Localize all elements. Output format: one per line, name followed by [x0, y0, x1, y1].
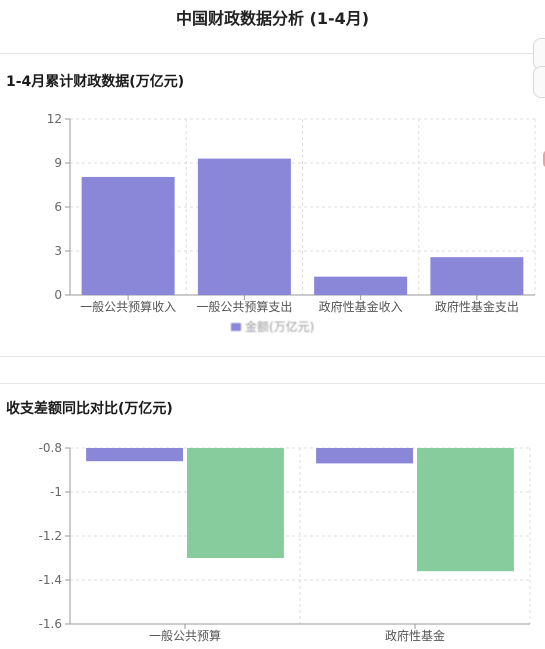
- chart2-bar: [187, 448, 284, 558]
- chart2-ytick-label: -1: [50, 485, 62, 499]
- chart2-ytick-label: -1.4: [39, 573, 62, 587]
- chart2-bar: [417, 448, 514, 572]
- side-indicator: [543, 150, 545, 168]
- chart2-bar: [86, 448, 183, 462]
- chart1-bar: [430, 257, 524, 295]
- chart1-xtick-label: 政府性基金收入: [319, 299, 403, 314]
- chart1-legend[interactable]: 金额(万亿元): [231, 318, 314, 335]
- chart-cumulative: 0 3 6 9 12 一般公共预算收入 一般公共预算支出 政府性基金收入 政府性基金支出: [47, 112, 536, 314]
- chart2-bar: [316, 448, 413, 464]
- chart1-bar: [314, 276, 408, 295]
- side-scroll-handle-2[interactable]: [533, 66, 545, 98]
- chart2-ytick-label: -0.8: [39, 441, 62, 455]
- chart1-ytick-label: 9: [54, 156, 62, 170]
- divider-top: [0, 53, 545, 54]
- section2-title: 收支差额同比对比(万亿元): [6, 401, 173, 417]
- chart1-xtick-label: 一般公共预算收入: [80, 299, 176, 314]
- chart1-xtick-label: 一般公共预算支出: [196, 299, 292, 314]
- legend-label: 金额(万亿元): [245, 320, 315, 334]
- chart1-xtick-label: 政府性基金支出: [435, 299, 519, 314]
- legend-swatch: [231, 322, 241, 331]
- chart1-ytick-label: 0: [54, 288, 62, 302]
- chart2-xtick-label: 政府性基金: [385, 628, 445, 643]
- chart2-ytick-label: -1.2: [39, 529, 62, 543]
- chart2-ytick-label: -1.6: [39, 617, 62, 631]
- divider-middle: [0, 356, 545, 357]
- divider-section2: [0, 383, 545, 384]
- chart1-bar: [81, 176, 175, 295]
- section1-title: 1-4月累计财政数据(万亿元): [6, 74, 185, 90]
- chart1-ytick-label: 6: [54, 200, 62, 214]
- chart1-ytick-label: 12: [47, 112, 62, 126]
- page-title: 中国财政数据分析 (1-4月): [175, 9, 370, 28]
- chart1-ytick-label: 3: [54, 244, 62, 258]
- chart1-bar: [197, 158, 291, 295]
- chart2-xtick-label: 一般公共预算: [149, 628, 221, 643]
